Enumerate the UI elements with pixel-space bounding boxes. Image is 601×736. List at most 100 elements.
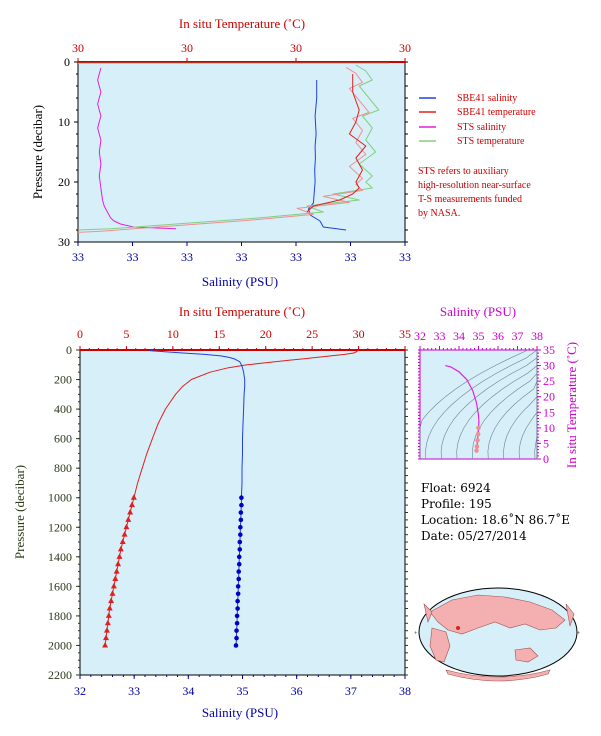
legend-label-sbe-temperature: SBE41 temperature bbox=[457, 107, 536, 118]
near-surface-bottom-tick-label: 33 bbox=[181, 250, 193, 264]
ts-deep-marker bbox=[476, 425, 481, 431]
ts-diagram-panel: Salinity (PSU) In situ Temperature (˚C) … bbox=[414, 304, 579, 468]
ts-top-ticks: 32 33 34 35 36 37 38 bbox=[414, 329, 543, 350]
full-profile-panel: In situ Temperature (˚C) 0 5 10 15 20 25 30 35 … bbox=[12, 304, 411, 720]
full-profile-salinity-marker bbox=[235, 584, 241, 589]
full-profile-top-tick-label: 30 bbox=[353, 327, 365, 341]
near-surface-top-tick-label: 30 bbox=[72, 41, 84, 55]
ts-top-tick-label: 35 bbox=[473, 329, 485, 343]
full-profile-salinity-marker bbox=[238, 510, 244, 515]
full-profile-bottom-tick-label: 38 bbox=[399, 684, 411, 698]
near-surface-bottom-axis-title: Salinity (PSU) bbox=[202, 274, 278, 289]
near-surface-bottom-tick-label: 33 bbox=[72, 250, 84, 264]
ts-series bbox=[445, 365, 481, 453]
full-profile-salinity-marker bbox=[235, 606, 240, 611]
profile-number: Profile: 195 bbox=[421, 497, 492, 511]
near-surface-bottom-tick-label: 33 bbox=[399, 250, 411, 264]
map-land-africa bbox=[429, 627, 451, 663]
full-profile-temperature-marker bbox=[103, 627, 110, 633]
full-profile-temperature-marker bbox=[110, 582, 117, 589]
full-profile-left-tick-label: 200 bbox=[54, 373, 72, 387]
ts-top-tick-label: 38 bbox=[531, 329, 543, 343]
full-profile-bottom-ticks: 32 33 34 35 36 37 38 bbox=[74, 675, 411, 698]
full-profile-series bbox=[102, 349, 359, 648]
legend-label-sts-temperature: STS temperature bbox=[457, 136, 525, 147]
full-profile-bottom-tick-label: 34 bbox=[182, 684, 194, 698]
full-profile-temperature-marker bbox=[103, 634, 109, 641]
full-profile-left-tick-label: 600 bbox=[54, 432, 72, 446]
full-profile-temperature-marker bbox=[105, 612, 112, 618]
full-profile-temperature-marker bbox=[119, 538, 126, 545]
full-profile-salinity-marker bbox=[238, 532, 243, 537]
full-profile-line-temperature bbox=[133, 349, 359, 498]
full-profile-salinity-marker bbox=[234, 628, 239, 633]
full-profile-top-tick-label: 35 bbox=[399, 327, 411, 341]
near-surface-bottom-ticks: 33 33 33 33 33 33 33 bbox=[72, 242, 411, 264]
near-surface-bottom-tick-label: 33 bbox=[127, 250, 139, 264]
map-land-americas-west bbox=[565, 603, 575, 627]
ts-density-contour bbox=[425, 349, 538, 460]
full-profile-temperature-marker bbox=[130, 494, 137, 500]
full-profile-top-tick-label: 0 bbox=[77, 327, 83, 341]
full-profile-top-tick-label: 25 bbox=[306, 327, 318, 341]
full-profile-salinity-marker bbox=[236, 561, 242, 567]
near-surface-top-ticks: 30 30 30 30 bbox=[72, 41, 411, 62]
ts-right-tick-label: 25 bbox=[543, 374, 555, 388]
ts-top-tick-label: 32 bbox=[414, 329, 426, 343]
full-profile-salinity-marker bbox=[235, 591, 241, 597]
full-profile-top-tick-label: 10 bbox=[167, 327, 179, 341]
full-profile-salinity-marker bbox=[235, 598, 240, 604]
full-profile-salinity-marker bbox=[236, 554, 242, 560]
full-profile-temperature-marker bbox=[104, 619, 111, 626]
ts-density-contour bbox=[440, 350, 538, 460]
near-surface-bottom-tick-label: 33 bbox=[290, 250, 302, 264]
near-surface-left-tick-label: 20 bbox=[58, 175, 70, 189]
float-id: Float: 6924 bbox=[421, 481, 491, 495]
full-profile-line-salinity bbox=[149, 350, 246, 498]
near-surface-line-sbe-salinity bbox=[308, 80, 347, 231]
ts-top-tick-label: 34 bbox=[453, 329, 465, 343]
legend-label-sts-salinity: STS salinity bbox=[457, 122, 506, 133]
sts-note-line-2: high-resolution near-surface bbox=[418, 180, 531, 191]
full-profile-left-tick-label: 2000 bbox=[48, 638, 72, 652]
full-profile-temperature-marker bbox=[108, 597, 115, 604]
full-profile-bottom-tick-label: 36 bbox=[291, 684, 303, 698]
near-surface-left-ticks: 0 10 20 30 bbox=[58, 55, 408, 249]
full-profile-top-tick-label: 5 bbox=[123, 327, 129, 341]
full-profile-temperature-marker bbox=[109, 590, 116, 596]
ts-deep-marker bbox=[474, 444, 480, 449]
near-surface-top-tick-label: 30 bbox=[290, 41, 302, 55]
full-profile-salinity-marker bbox=[233, 643, 239, 648]
sts-note-line-1: STS refers to auxiliary bbox=[418, 166, 509, 177]
full-profile-bottom-axis-title: Salinity (PSU) bbox=[202, 705, 278, 720]
float-info: Float: 6924 Profile: 195 Location: 18.6˚… bbox=[421, 480, 570, 544]
ts-right-tick-label: 0 bbox=[543, 452, 549, 466]
full-profile-bottom-tick-label: 37 bbox=[345, 684, 357, 698]
map-land-australia bbox=[514, 647, 539, 663]
full-profile-salinity-marker bbox=[237, 539, 243, 545]
full-profile-temperature-marker bbox=[125, 516, 132, 522]
full-profile-top-tick-label: 15 bbox=[213, 327, 225, 341]
sts-note-line-4: by NASA. bbox=[418, 208, 460, 219]
near-surface-left-tick-label: 10 bbox=[58, 115, 70, 129]
full-profile-left-axis-title: Pressure (decibar) bbox=[12, 465, 27, 559]
ts-top-axis-title: Salinity (PSU) bbox=[440, 304, 516, 319]
near-surface-top-axis-title: In situ Temperature (˚C) bbox=[179, 16, 305, 31]
near-surface-left-axis-title: Pressure (decibar) bbox=[30, 105, 45, 199]
map-float-location-marker bbox=[456, 626, 460, 630]
legend-label-sbe-salinity: SBE41 salinity bbox=[457, 93, 517, 104]
ts-top-tick-label: 37 bbox=[512, 329, 524, 343]
legend: SBE41 salinity SBE41 temperature STS sal… bbox=[418, 93, 536, 219]
full-profile-temperature-marker bbox=[112, 575, 119, 581]
ts-deep-marker bbox=[474, 448, 479, 453]
ts-density-contour bbox=[456, 350, 538, 460]
full-profile-salinity-marker bbox=[238, 524, 243, 530]
ts-right-tick-label: 10 bbox=[543, 421, 555, 435]
near-surface-bottom-tick-label: 33 bbox=[236, 250, 248, 264]
full-profile-salinity-marker bbox=[234, 620, 240, 626]
near-surface-plot-area bbox=[77, 61, 406, 243]
full-profile-salinity-marker bbox=[234, 613, 240, 619]
full-profile-left-tick-label: 1600 bbox=[48, 579, 72, 593]
